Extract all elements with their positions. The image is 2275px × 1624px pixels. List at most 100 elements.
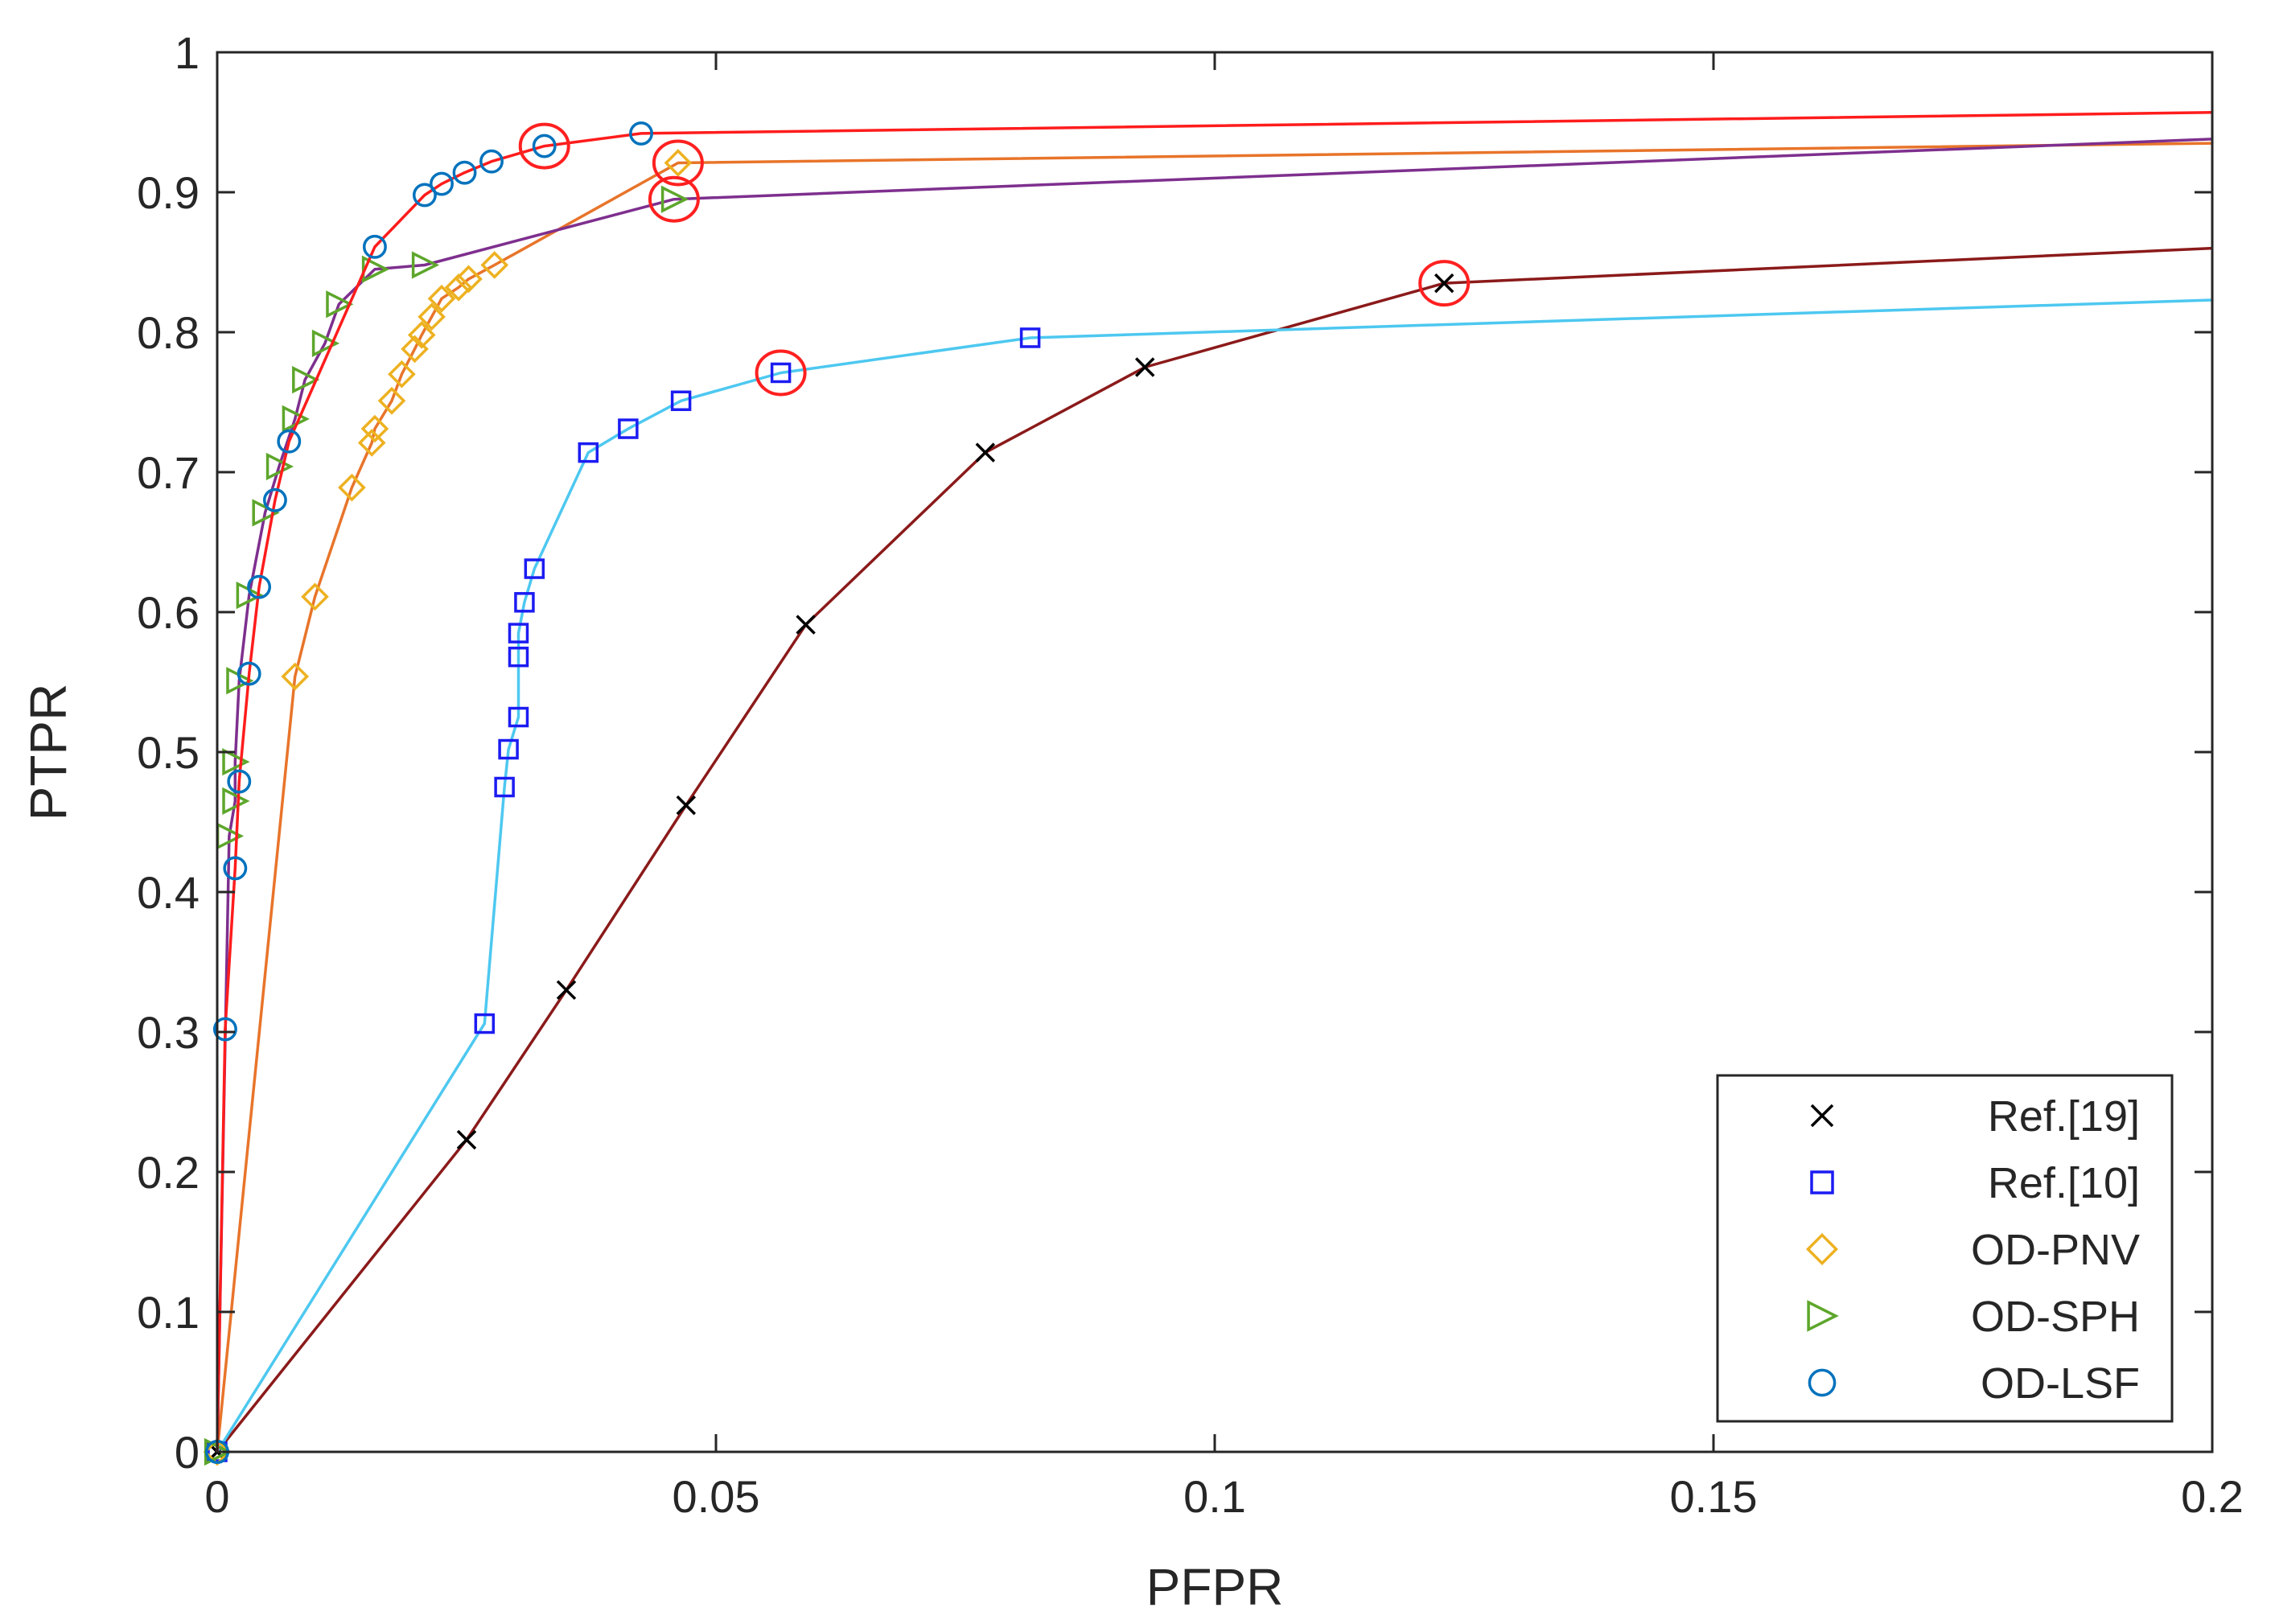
x-marker <box>1810 1104 1834 1128</box>
legend-item: OD-PNV <box>1805 1226 2140 1274</box>
square-marker <box>1019 327 1041 348</box>
legend-item: OD-LSF <box>1808 1359 2140 1408</box>
operating-point-highlight <box>648 175 700 223</box>
square-marker <box>508 623 529 643</box>
x-marker <box>1134 357 1155 377</box>
diamond-marker <box>407 321 436 349</box>
diamond-marker <box>377 386 406 415</box>
diamond-marker <box>1805 1232 1839 1266</box>
x-axis-title: PFPR <box>1146 1558 1284 1616</box>
x-marker-stroke <box>456 1129 477 1150</box>
y-tick-label: 0.3 <box>137 1007 200 1058</box>
y-axis-title: PTPR <box>19 684 77 821</box>
square-marker <box>524 558 545 579</box>
diamond-marker <box>664 149 693 177</box>
series-line <box>216 298 2213 1453</box>
square-marker <box>498 738 519 760</box>
operating-point-highlight <box>652 139 704 187</box>
circle-marker <box>412 183 437 208</box>
circle-marker <box>227 769 252 794</box>
operating-point-highlight <box>1418 260 1471 307</box>
x-marker <box>1434 273 1454 294</box>
diamond-marker <box>388 360 416 389</box>
circle-marker <box>362 234 387 259</box>
legend-label: Ref.[19] <box>1988 1092 2140 1141</box>
triangle-marker <box>326 290 354 319</box>
x-marker-stroke <box>556 980 577 1001</box>
diamond-marker <box>281 662 310 691</box>
triangle-marker <box>222 748 250 776</box>
x-marker-stroke <box>975 442 996 463</box>
legend-item: OD-SPH <box>1807 1293 2140 1341</box>
legend: Ref.[19] Ref.[10] OD-PNV OD-SPH OD-LSF <box>1716 1074 2174 1423</box>
circle-marker <box>629 121 653 146</box>
diamond-marker <box>444 273 473 302</box>
x-tick-label: 0.15 <box>1670 1471 1758 1522</box>
circle-marker <box>452 160 477 185</box>
circle-marker <box>223 856 248 881</box>
circle-marker <box>262 487 287 512</box>
x-marker-stroke <box>1810 1104 1834 1128</box>
square-marker <box>618 418 639 439</box>
circle-marker <box>237 661 261 686</box>
triangle-marker <box>252 499 280 527</box>
legend-label: OD-SPH <box>1971 1293 2140 1341</box>
diamond-marker <box>360 414 389 443</box>
triangle-marker <box>660 185 689 213</box>
square-marker <box>494 776 515 798</box>
diamond-marker <box>301 582 329 611</box>
x-tick-label: 0.2 <box>2181 1471 2244 1522</box>
square-marker <box>770 362 792 384</box>
diamond-marker <box>357 429 386 457</box>
y-tick-label: 0.6 <box>137 587 200 638</box>
x-marker <box>676 795 697 816</box>
x-marker <box>796 615 816 635</box>
x-marker-stroke <box>1134 357 1155 377</box>
series-line <box>216 138 2213 1453</box>
diamond-marker <box>455 265 483 294</box>
legend-label: OD-LSF <box>1981 1359 2140 1408</box>
triangle-marker <box>292 366 320 394</box>
x-marker <box>456 1129 477 1150</box>
triangle-marker <box>265 452 294 481</box>
x-marker-stroke <box>796 615 816 635</box>
legend-item: Ref.[10] <box>1810 1159 2140 1207</box>
series-line <box>216 111 2213 1453</box>
y-tick-label: 0.9 <box>137 167 200 218</box>
y-tick-label: 0.5 <box>137 727 200 778</box>
square-marker <box>578 442 599 463</box>
axis-ticks: 0 0.05 0.1 0.15 0.2 0 0.1 0.2 0.3 0.4 0.5 0.6 0.7 0.8… <box>137 27 2244 1522</box>
diamond-marker <box>480 251 509 279</box>
operating-point-highlight <box>518 122 570 170</box>
x-marker <box>975 442 996 463</box>
y-tick-label: 0.8 <box>137 307 200 358</box>
square-marker <box>474 1013 496 1034</box>
legend-label: Ref.[10] <box>1988 1159 2140 1207</box>
x-tick-label: 0 <box>204 1471 229 1522</box>
triangle-marker <box>411 251 440 279</box>
triangle-marker <box>361 255 390 283</box>
y-tick-label: 1 <box>175 27 200 78</box>
x-marker-stroke <box>676 795 697 816</box>
square-marker <box>508 706 529 728</box>
series-od-pnv <box>203 139 2213 1466</box>
square-marker <box>514 592 535 613</box>
x-marker-stroke <box>1434 273 1454 294</box>
x-marker <box>556 980 577 1001</box>
legend-item: Ref.[19] <box>1810 1092 2140 1141</box>
square-marker <box>508 646 529 668</box>
circle-marker <box>1808 1368 1837 1397</box>
triangle-marker <box>222 787 250 816</box>
circle-marker <box>430 171 454 196</box>
y-tick-label: 0 <box>175 1427 200 1478</box>
circle-marker <box>277 429 302 454</box>
y-tick-label: 0.7 <box>137 447 200 498</box>
diamond-marker <box>427 284 456 313</box>
legend-label: OD-PNV <box>1971 1226 2140 1274</box>
circle-marker <box>532 134 557 158</box>
legend-box <box>1716 1074 2174 1423</box>
circle-marker <box>212 1017 237 1042</box>
circle-marker <box>479 149 504 174</box>
circle-marker <box>247 574 272 599</box>
